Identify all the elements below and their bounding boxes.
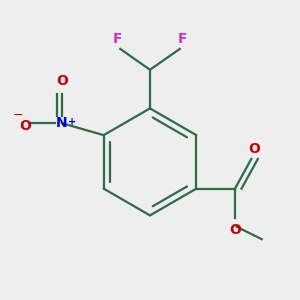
Text: O: O: [56, 74, 68, 88]
Text: +: +: [68, 117, 76, 127]
Text: N: N: [56, 116, 68, 130]
Text: F: F: [112, 32, 122, 46]
Text: O: O: [248, 142, 260, 155]
Text: −: −: [13, 108, 23, 122]
Text: O: O: [229, 223, 241, 237]
Text: F: F: [178, 32, 188, 46]
Text: O: O: [19, 119, 31, 133]
